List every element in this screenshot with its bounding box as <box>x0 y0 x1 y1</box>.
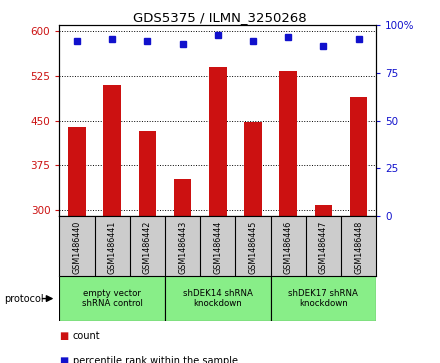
Text: GDS5375 / ILMN_3250268: GDS5375 / ILMN_3250268 <box>133 11 307 24</box>
Bar <box>68 127 86 216</box>
Text: GSM1486441: GSM1486441 <box>108 221 117 274</box>
Text: ■: ■ <box>59 356 69 363</box>
Text: shDEK17 shRNA
knockdown: shDEK17 shRNA knockdown <box>289 289 358 308</box>
Text: percentile rank within the sample: percentile rank within the sample <box>73 356 238 363</box>
Bar <box>350 97 367 216</box>
Text: GSM1486446: GSM1486446 <box>284 221 293 274</box>
Text: GSM1486448: GSM1486448 <box>354 221 363 274</box>
Text: count: count <box>73 331 100 341</box>
Bar <box>103 85 121 216</box>
Bar <box>139 131 156 216</box>
Bar <box>165 276 271 321</box>
Text: ■: ■ <box>59 331 69 341</box>
Bar <box>279 71 297 216</box>
Text: protocol: protocol <box>4 294 44 303</box>
Text: GSM1486445: GSM1486445 <box>249 221 257 274</box>
Text: GSM1486443: GSM1486443 <box>178 221 187 274</box>
Text: GSM1486442: GSM1486442 <box>143 221 152 274</box>
Text: GSM1486444: GSM1486444 <box>213 221 222 274</box>
Text: shDEK14 shRNA
knockdown: shDEK14 shRNA knockdown <box>183 289 253 308</box>
Bar <box>271 276 376 321</box>
Bar <box>315 205 332 216</box>
Text: GSM1486447: GSM1486447 <box>319 221 328 274</box>
Bar <box>59 276 165 321</box>
Bar <box>244 122 262 216</box>
Bar <box>174 179 191 216</box>
Bar <box>209 67 227 216</box>
Text: empty vector
shRNA control: empty vector shRNA control <box>82 289 143 308</box>
Text: GSM1486440: GSM1486440 <box>73 221 81 274</box>
